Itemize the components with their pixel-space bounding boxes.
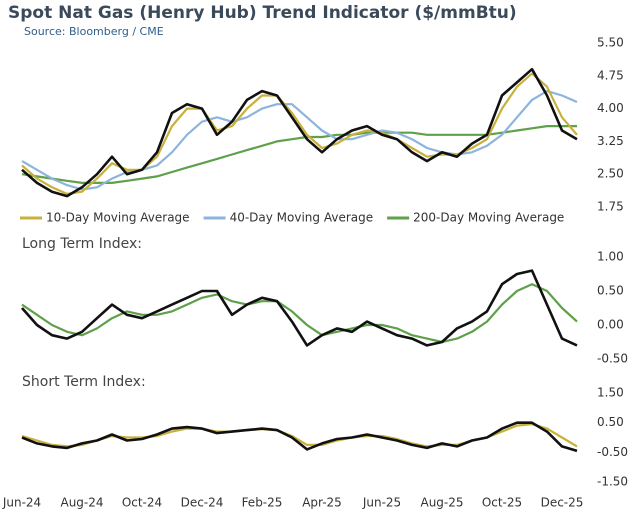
- y-tick-label: 0.50: [597, 284, 624, 298]
- series-line: [21, 67, 578, 198]
- y-tick-label: 3.25: [597, 134, 624, 148]
- x-tick-label: Jun-24: [2, 496, 41, 510]
- series-line: [21, 269, 578, 347]
- legend-label: 10-Day Moving Average: [46, 211, 190, 225]
- x-tick-label: Aug-25: [420, 496, 463, 510]
- x-tick-label: Feb-25: [242, 496, 283, 510]
- panel-title: Long Term Index:: [22, 236, 142, 252]
- y-tick-label: 5.50: [597, 36, 624, 50]
- x-tick-label: Dec-24: [181, 496, 224, 510]
- chart-source: Source: Bloomberg / CME: [24, 25, 164, 38]
- legend-label: 40-Day Moving Average: [230, 211, 374, 225]
- series-line: [21, 125, 577, 184]
- y-tick-label: 1.75: [597, 200, 624, 214]
- x-tick-label: Oct-24: [122, 496, 162, 510]
- legend-label: 200-Day Moving Average: [413, 211, 564, 225]
- series-line: [21, 90, 578, 191]
- series-line: [21, 283, 578, 344]
- x-tick-label: Aug-24: [60, 496, 103, 510]
- y-tick-label: -0.50: [597, 445, 628, 459]
- x-tick-label: Dec-25: [541, 496, 584, 510]
- y-tick-label: 0.50: [597, 415, 624, 429]
- y-tick-label: 0.00: [597, 318, 624, 332]
- chart-title: Spot Nat Gas (Henry Hub) Trend Indicator…: [8, 3, 517, 23]
- x-tick-label: Oct-25: [482, 496, 522, 510]
- series-line: [21, 72, 578, 195]
- y-tick-label: 4.00: [597, 101, 624, 115]
- y-tick-label: 1.50: [597, 386, 624, 400]
- y-tick-label: -0.50: [597, 352, 628, 366]
- panel-title: Short Term Index:: [22, 374, 146, 390]
- y-tick-label: -1.50: [597, 475, 628, 489]
- x-tick-label: Jun-25: [362, 496, 401, 510]
- y-tick-label: 2.50: [597, 167, 624, 181]
- x-tick-label: Apr-25: [302, 496, 342, 510]
- series-line: [21, 421, 578, 453]
- y-tick-label: 4.75: [597, 68, 624, 82]
- y-tick-label: 1.00: [597, 250, 624, 264]
